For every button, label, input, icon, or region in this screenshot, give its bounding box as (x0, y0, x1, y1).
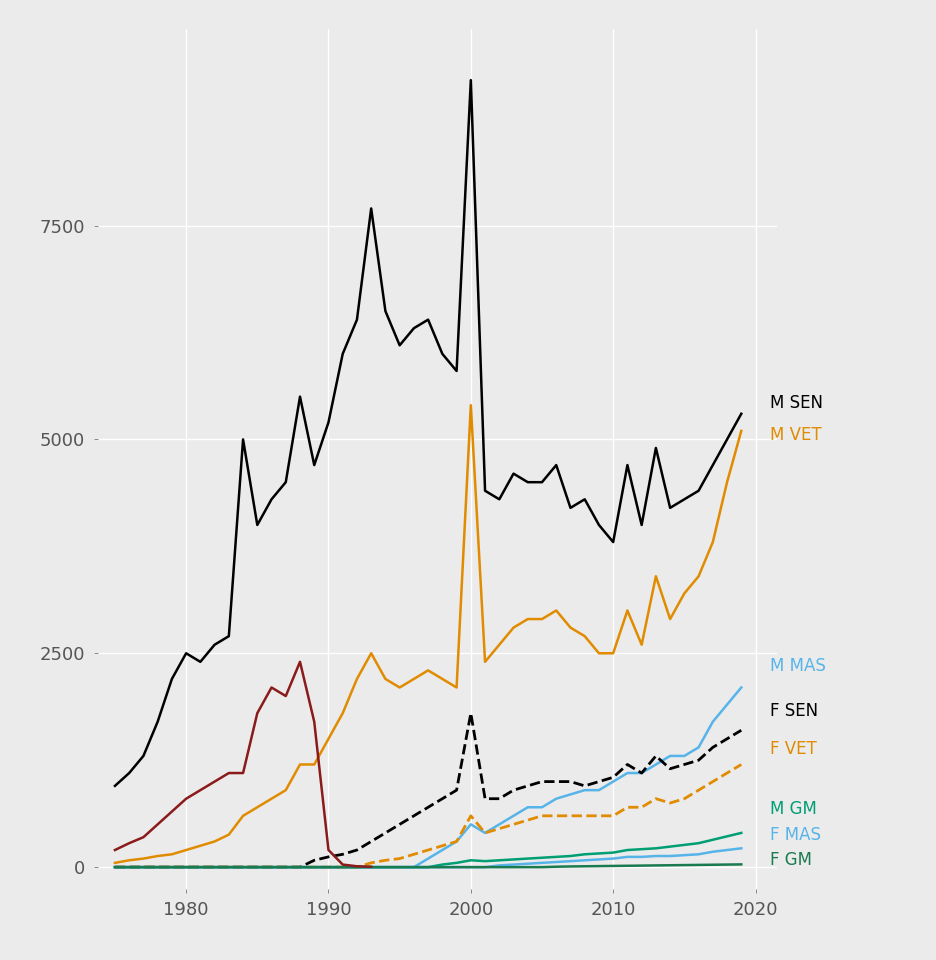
Text: F MAS: F MAS (769, 827, 821, 845)
Text: M MAS: M MAS (769, 657, 826, 675)
Text: F VET: F VET (769, 740, 816, 758)
Text: M SEN: M SEN (769, 394, 823, 412)
Text: M VET: M VET (769, 426, 822, 444)
Text: F SEN: F SEN (769, 703, 818, 720)
Text: F GM: F GM (769, 852, 812, 870)
Text: M GM: M GM (769, 800, 816, 818)
